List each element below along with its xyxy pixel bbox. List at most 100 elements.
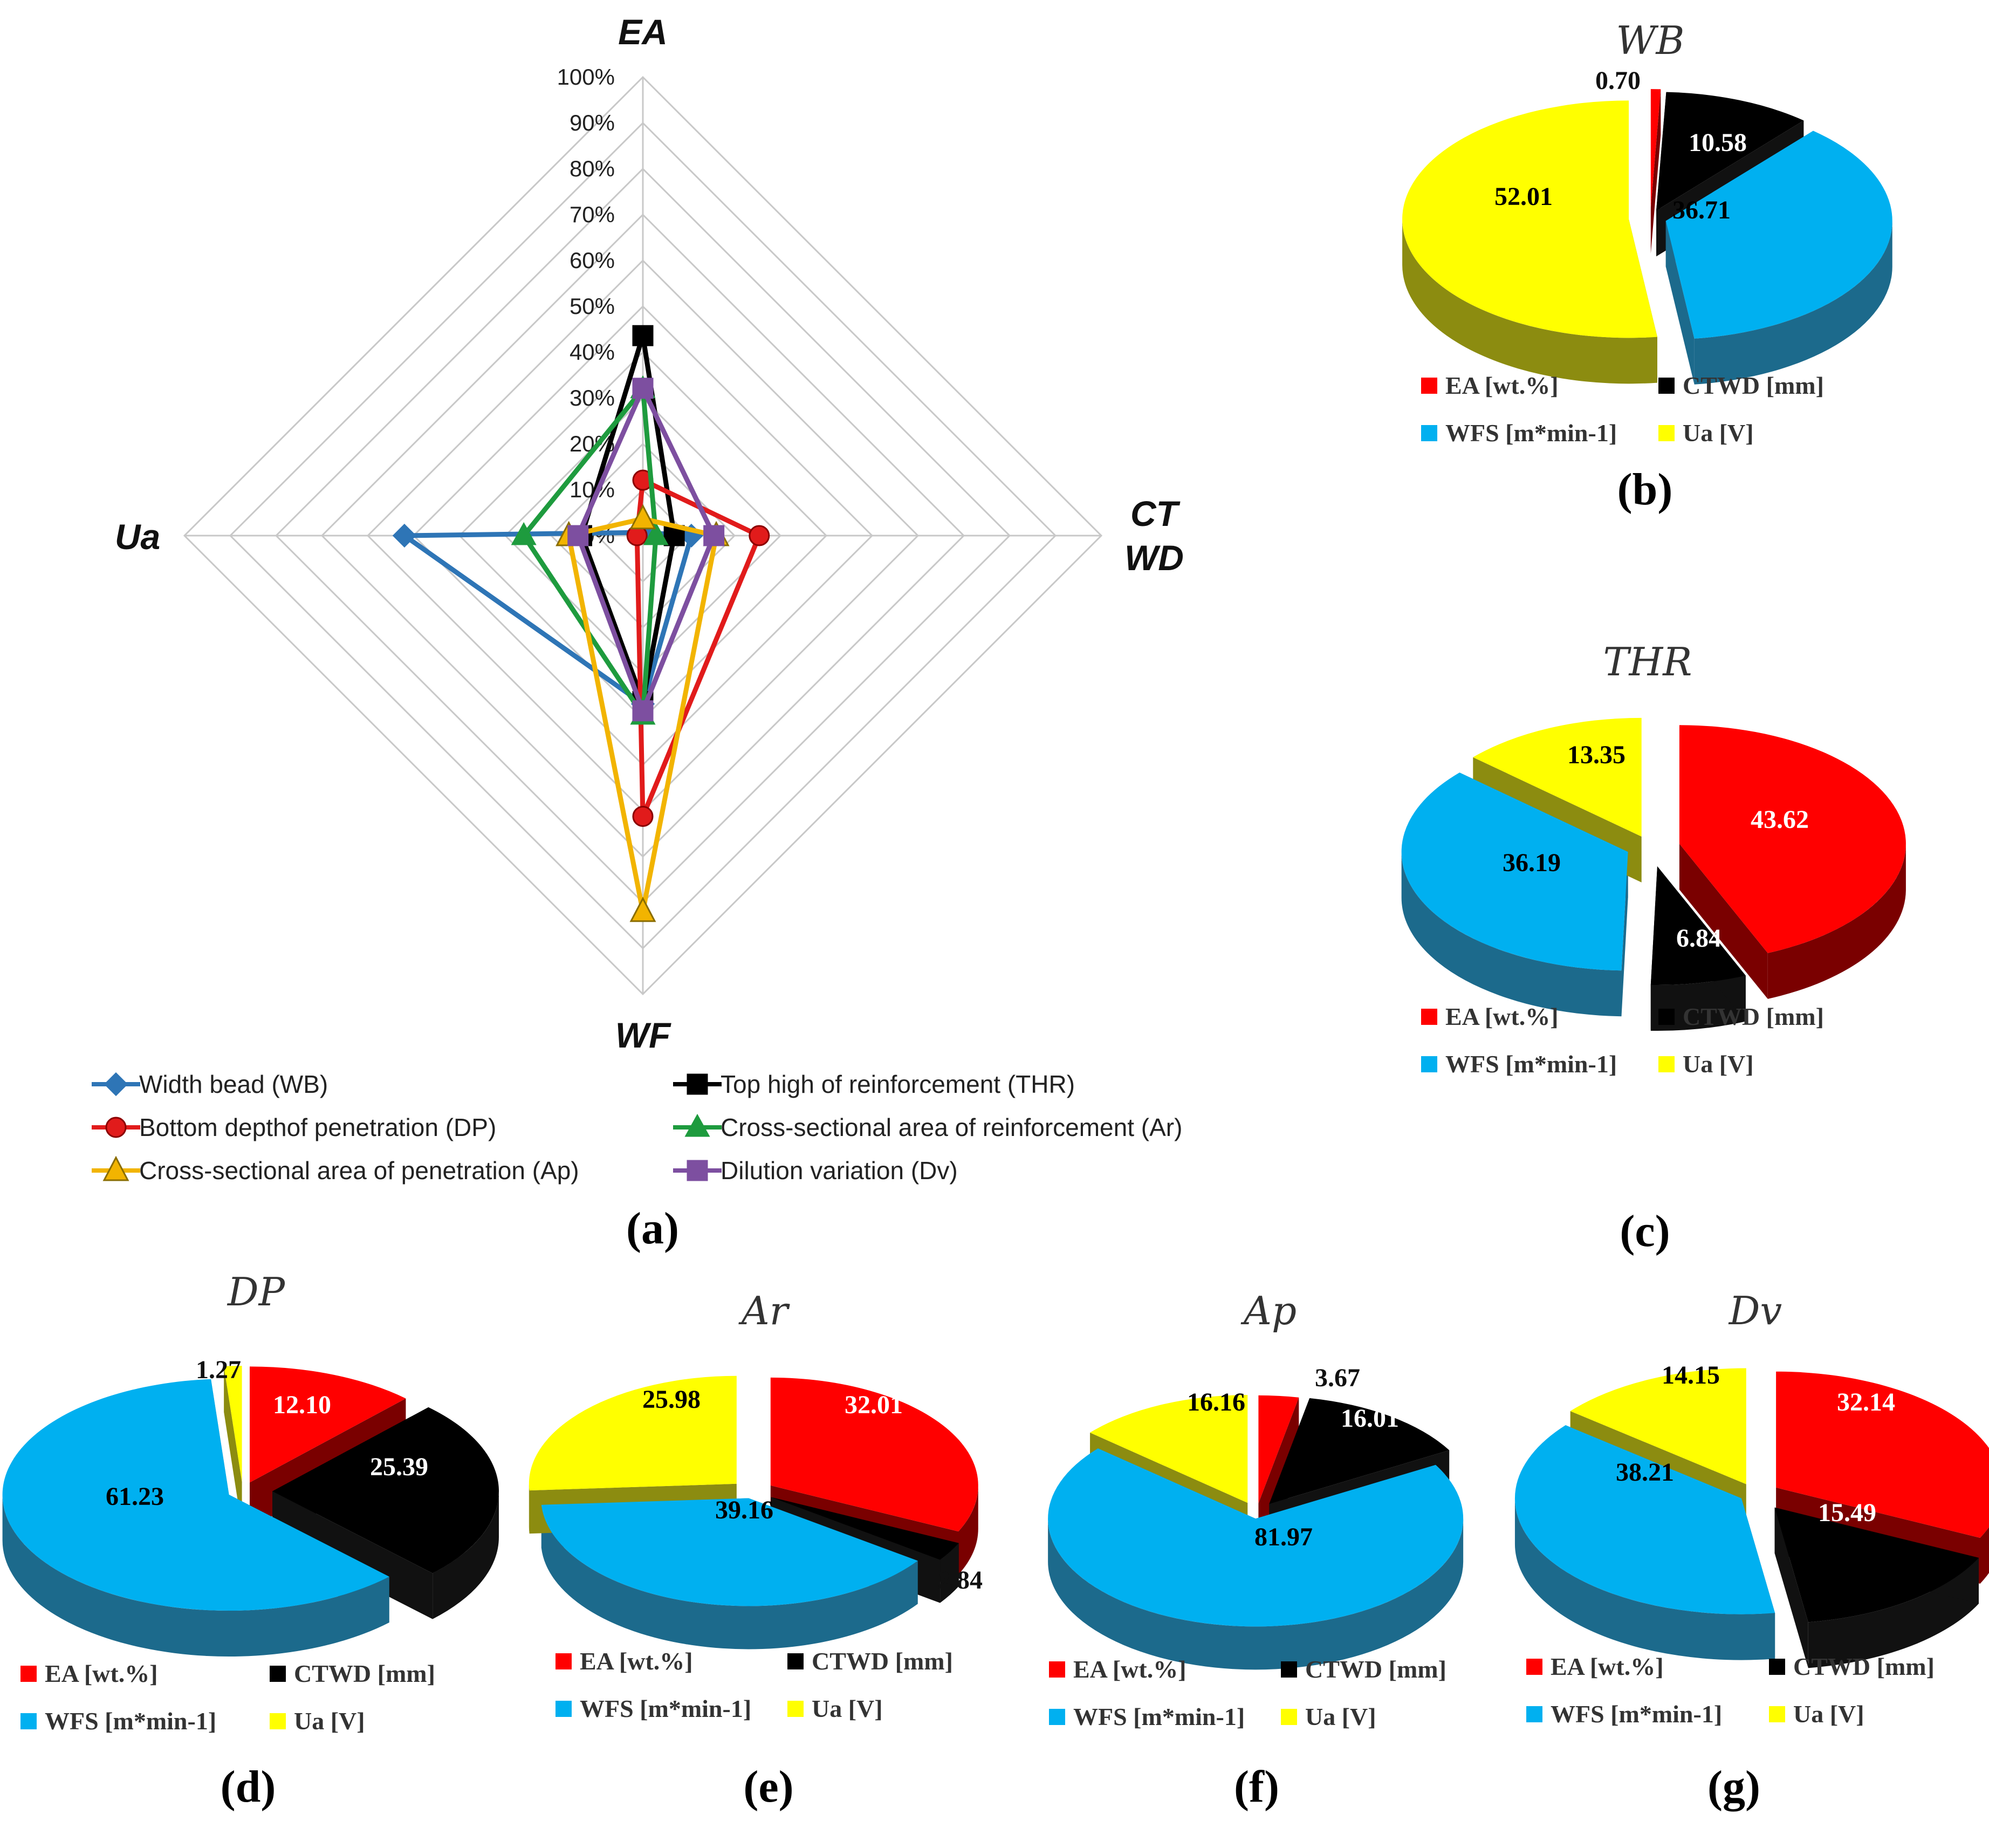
- legend-label: Top high of reinforcement (THR): [721, 1070, 1075, 1098]
- pie-legend-item: CTWD [mm]: [1658, 372, 1824, 399]
- pie-data-label: 1.27: [196, 1356, 241, 1384]
- pie-slice-ua: [224, 1366, 242, 1482]
- radar-point: [629, 896, 656, 922]
- pie-chart-ar: 32.01 2.84 39.16 25.98 Ar EA [wt.%] CTWD [mm] W…: [529, 1288, 983, 1812]
- pie-slice-side: [1048, 1518, 1464, 1670]
- pie-chart-ap: 3.67 16.01 81.97 16.16 Ap EA [wt.%] CTWD [mm] W…: [1048, 1288, 1464, 1812]
- pie-title: Ar: [738, 1288, 790, 1333]
- radar-axis-label-ctwd: CT WD: [1124, 494, 1184, 578]
- pie-chart-dv: 32.14 15.49 38.21 14.15 Dv EA [wt.%] CTWD [mm]…: [1514, 1288, 1989, 1812]
- radar-series-3: [511, 375, 669, 725]
- pie-legend-item: CTWD [mm]: [1769, 1653, 1935, 1680]
- pie-data-label: 16.01: [1341, 1404, 1399, 1433]
- pie-legend-label: WFS [m*min-1]: [1445, 1050, 1617, 1078]
- pie-legend-label: WFS [m*min-1]: [1445, 419, 1617, 447]
- pie-slice-ctwd: [1650, 866, 1746, 985]
- pie-data-label: 38.21: [1616, 1458, 1674, 1487]
- radar-tick-label: 70%: [570, 202, 615, 227]
- pie-legend-item: EA [wt.%]: [1421, 372, 1559, 399]
- pie-legend-label: CTWD [mm]: [1305, 1655, 1446, 1683]
- pie-slice-ea: [1776, 1371, 1989, 1538]
- pie-title: WB: [1616, 18, 1685, 63]
- panel-label: (g): [1707, 1762, 1760, 1812]
- pie-legend-label: Ua [V]: [1793, 1700, 1864, 1728]
- pie-legend-item: CTWD [mm]: [787, 1647, 953, 1675]
- pie-legend-swatch: [1658, 1009, 1675, 1025]
- pie-legend-item: Ua [V]: [1658, 1050, 1754, 1078]
- radar-point: [632, 378, 654, 399]
- pie-legend-label: CTWD [mm]: [812, 1647, 953, 1675]
- legend-marker: [687, 1073, 708, 1095]
- pie-slice-wfs: [1665, 131, 1892, 339]
- pie-legend-label: Ua [V]: [1683, 419, 1754, 447]
- radar-tick-label: 60%: [570, 248, 615, 273]
- pie-legend-label: CTWD [mm]: [1683, 372, 1824, 399]
- pie-data-label: 39.16: [715, 1496, 773, 1524]
- pie-legend-swatch: [1769, 1659, 1785, 1675]
- pie-legend-swatch: [1526, 1706, 1542, 1722]
- pie-slice-ua: [1570, 1368, 1746, 1484]
- pie-legend-label: EA [wt.%]: [1445, 1003, 1559, 1030]
- pie-title: THR: [1603, 639, 1692, 685]
- radar-axis-label-part: WD: [1124, 538, 1184, 578]
- pie-tops: [529, 1375, 978, 1606]
- pie-data-label: 52.01: [1494, 182, 1553, 211]
- radar-point: [567, 525, 589, 546]
- radar-legend-item: Cross-sectional area of penetration (Ap): [92, 1155, 579, 1185]
- pie-legend-item: WFS [m*min-1]: [1421, 419, 1617, 447]
- pie-legend-label: Ua [V]: [812, 1695, 883, 1722]
- pie-slice-ctwd: [1774, 1507, 1979, 1623]
- pie-slice-side: [541, 1504, 918, 1649]
- radar-series-5: [567, 378, 725, 722]
- pie-legend-item: WFS [m*min-1]: [20, 1707, 216, 1735]
- legend-marker: [105, 1117, 127, 1138]
- pie-data-label: 10.58: [1689, 128, 1747, 157]
- pie-slice-ea: [770, 1377, 978, 1532]
- pie-legend-item: WFS [m*min-1]: [1421, 1050, 1617, 1078]
- pie-legend-swatch: [270, 1713, 286, 1729]
- legend-label: Dilution variation (Dv): [721, 1156, 958, 1185]
- radar-tick-label: 50%: [570, 293, 615, 319]
- pie-slice-face: [272, 1491, 433, 1619]
- pie-slice-ua: [529, 1375, 737, 1491]
- pie-slice-side: [2, 1495, 389, 1657]
- pie-tops: [1402, 89, 1892, 339]
- pie-legend-swatch: [1421, 378, 1437, 394]
- pie-slice-wfs: [1514, 1425, 1775, 1614]
- radar-legend-item: Width bead (WB): [92, 1070, 328, 1098]
- pie-slice-wfs: [2, 1379, 389, 1611]
- pie-data-label: 16.16: [1187, 1388, 1245, 1416]
- legend-label: Cross-sectional area of penetration (Ap): [139, 1156, 579, 1185]
- pie-legend-label: WFS [m*min-1]: [580, 1695, 751, 1722]
- pie-title: DP: [227, 1269, 286, 1315]
- radar-axis-label-part: CT: [1130, 494, 1181, 533]
- pie-data-label: 36.71: [1672, 196, 1731, 224]
- pie-data-label: 0.70: [1595, 66, 1641, 95]
- pie-legend-swatch: [555, 1701, 572, 1717]
- pie-data-label: 2.84: [937, 1566, 983, 1594]
- pie-slice-ctwd: [1269, 1398, 1450, 1504]
- pie-slice-side: [1980, 1527, 1989, 1584]
- pie-legend-swatch: [1281, 1661, 1297, 1678]
- pie-legend-item: WFS [m*min-1]: [1049, 1703, 1245, 1730]
- pie-slice-ea: [249, 1366, 406, 1483]
- panel-label-a: (a): [626, 1203, 679, 1254]
- pie-slice-ea: [1258, 1395, 1299, 1503]
- panel-label: (c): [1620, 1206, 1670, 1256]
- pie-chart-wb: 0.70 10.58 36.71 52.01 WB EA [wt.%] CTWD [mm] W…: [1402, 18, 1892, 515]
- pie-legend-swatch: [1049, 1709, 1065, 1725]
- pie-title: Ap: [1240, 1288, 1297, 1333]
- pie-legend-label: Ua [V]: [1683, 1050, 1754, 1078]
- pie-legend-label: CTWD [mm]: [1793, 1653, 1935, 1680]
- radar-point: [632, 325, 654, 346]
- pie-slice-side: [1402, 219, 1657, 384]
- legend-marker: [684, 1113, 710, 1137]
- pie-legend-item: EA [wt.%]: [555, 1647, 693, 1675]
- legend-marker: [687, 1160, 708, 1181]
- pie-slice-face: [1258, 1397, 1299, 1546]
- pie-legend-swatch: [1049, 1661, 1065, 1678]
- pie-title: Dv: [1728, 1288, 1782, 1333]
- pie-legend-label: WFS [m*min-1]: [1073, 1703, 1245, 1730]
